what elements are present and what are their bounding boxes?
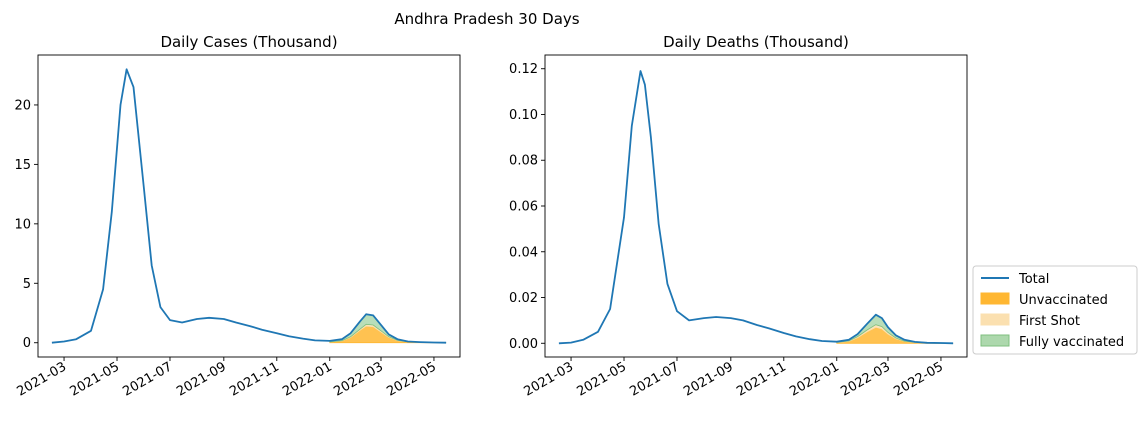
figure-suptitle: Andhra Pradesh 30 Days bbox=[394, 10, 579, 28]
cases-ytick-label: 15 bbox=[14, 158, 31, 173]
legend-total-label: Total bbox=[1018, 272, 1049, 287]
cases-axes-frame bbox=[37, 54, 461, 358]
deaths-chart: Daily Deaths (Thousand) 0.00 0.02 0.04 0.06… bbox=[509, 33, 968, 400]
cases-total-line bbox=[51, 68, 447, 344]
cases-chart-title: Daily Cases (Thousand) bbox=[160, 33, 337, 51]
deaths-xtick-label: 2021-11 bbox=[734, 359, 789, 399]
cases-ytick-label: 20 bbox=[14, 98, 31, 113]
deaths-xtick-label: 2022-05 bbox=[891, 359, 946, 399]
deaths-xtick-label: 2022-01 bbox=[787, 359, 842, 399]
deaths-xtick-label: 2021-05 bbox=[574, 359, 629, 399]
deaths-ytick-label: 0.04 bbox=[509, 245, 538, 260]
cases-xtick-label: 2022-03 bbox=[331, 359, 386, 399]
cases-xtick-label: 2021-05 bbox=[67, 359, 122, 399]
cases-xtick-label: 2021-07 bbox=[120, 359, 175, 399]
cases-ytick-label: 10 bbox=[14, 217, 31, 232]
cases-ytick-label: 0 bbox=[23, 336, 31, 351]
cases-xtick-label: 2021-03 bbox=[14, 359, 69, 399]
legend-first-shot-label: First Shot bbox=[1019, 314, 1080, 329]
deaths-ytick-label: 0.02 bbox=[509, 291, 538, 306]
deaths-ytick-label: 0.00 bbox=[509, 337, 538, 352]
deaths-xtick-label: 2021-09 bbox=[681, 359, 736, 399]
cases-ytick-label: 5 bbox=[23, 277, 31, 292]
deaths-ytick-label: 0.06 bbox=[509, 200, 538, 215]
legend-unvaccinated-swatch bbox=[980, 292, 1010, 305]
legend-unvaccinated-label: Unvaccinated bbox=[1019, 293, 1108, 308]
legend-fully-vaccinated-swatch bbox=[980, 334, 1010, 347]
cases-xtick-label: 2022-05 bbox=[384, 359, 439, 399]
legend-fully-vaccinated-label: Fully vaccinated bbox=[1019, 335, 1124, 350]
deaths-total-line bbox=[558, 70, 954, 345]
legend: Total Unvaccinated First Shot Fully vacc… bbox=[972, 265, 1138, 355]
deaths-xtick-label: 2022-03 bbox=[838, 359, 893, 399]
deaths-ytick-label: 0.10 bbox=[509, 108, 538, 123]
deaths-ytick-label: 0.08 bbox=[509, 154, 538, 169]
legend-first-shot-swatch bbox=[980, 313, 1010, 326]
cases-chart: Daily Cases (Thousand) 051015202021-0320… bbox=[14, 33, 461, 400]
deaths-xtick-label: 2021-03 bbox=[521, 359, 576, 399]
cases-xtick-label: 2021-11 bbox=[227, 359, 282, 399]
deaths-plot-area bbox=[558, 70, 954, 345]
cases-xtick-label: 2021-09 bbox=[174, 359, 229, 399]
deaths-chart-title: Daily Deaths (Thousand) bbox=[663, 33, 849, 51]
deaths-ytick-label: 0.12 bbox=[509, 62, 538, 77]
cases-plot-area bbox=[51, 68, 447, 344]
legend-frame bbox=[972, 265, 1138, 355]
deaths-xtick-label: 2021-07 bbox=[627, 359, 682, 399]
cases-xtick-label: 2022-01 bbox=[280, 359, 335, 399]
